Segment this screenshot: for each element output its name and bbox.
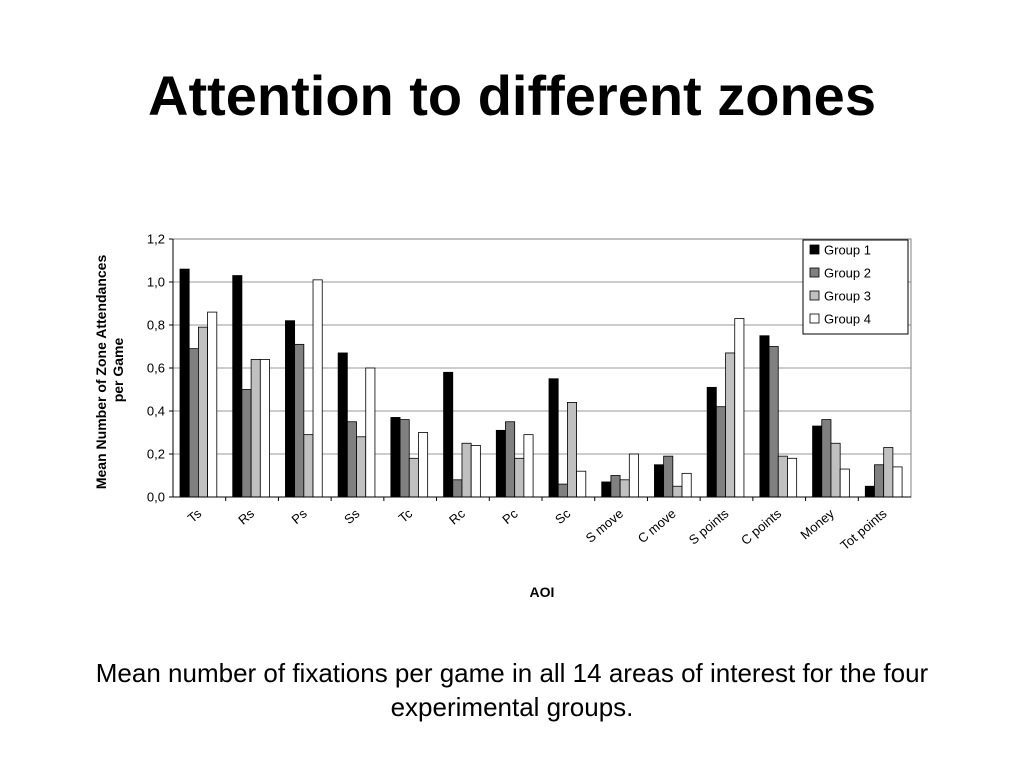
y-tick-label: 0,0 — [147, 490, 165, 505]
legend: Group 1 Group 2 Group 3 Group 4 — [802, 239, 909, 335]
bar-group-4 — [576, 470, 587, 498]
bar-group-3 — [408, 457, 419, 498]
legend-box — [802, 239, 909, 335]
bar-group-3 — [883, 447, 894, 498]
bar-group-3 — [461, 442, 472, 498]
bar-group-1 — [812, 425, 823, 498]
bar-group-4 — [418, 432, 429, 498]
x-tick-label: Tot points — [837, 505, 890, 553]
bar-group-1 — [548, 378, 559, 498]
bar-group-4 — [523, 434, 534, 498]
bar-group-4 — [734, 318, 745, 498]
y-tick-label: 0,2 — [147, 447, 165, 462]
y-tick-label: 0,4 — [147, 404, 165, 419]
x-tick-label: Pc — [499, 505, 521, 527]
bar-group-4 — [681, 472, 692, 498]
bar-group-2 — [505, 421, 516, 498]
bar-group-1 — [759, 335, 770, 498]
bar-group-1 — [337, 352, 348, 498]
bar-group-2 — [874, 464, 885, 498]
bar-group-3 — [777, 455, 788, 498]
x-tick-label: Money — [797, 505, 837, 542]
x-tick-label: C points — [738, 505, 785, 547]
bar-group-3 — [567, 401, 578, 498]
bar-group-4 — [312, 279, 323, 498]
x-tick-label: C move — [635, 506, 679, 546]
bar-group-2 — [399, 419, 410, 498]
legend-swatch — [809, 313, 820, 324]
bar-group-1 — [601, 481, 612, 498]
bar-group-4 — [365, 367, 376, 498]
bar-group-4 — [470, 444, 481, 498]
x-tick-label: Rs — [235, 505, 257, 527]
y-axis-title-line-1: Mean Number of Zone Attendances — [93, 255, 109, 490]
x-axis-title: AOI — [530, 584, 555, 600]
bar-group-4 — [259, 358, 270, 498]
x-tick-label: Ss — [341, 505, 363, 527]
bar-group-3 — [197, 326, 208, 498]
bar-group-1 — [285, 320, 296, 498]
bar-group-3 — [672, 485, 683, 498]
x-tick-label: Tc — [396, 505, 416, 525]
bar-group-2 — [241, 389, 252, 498]
y-axis-title-line-2: per Game — [110, 337, 126, 402]
bar-group-3 — [356, 436, 367, 498]
x-tick-label: Sc — [552, 505, 574, 527]
legend-swatch — [809, 267, 820, 278]
y-tick-label: 0,8 — [147, 318, 165, 333]
bar-group-4 — [839, 468, 850, 498]
legend-swatch — [809, 290, 820, 301]
y-axis-title: Mean Number of Zone Attendances per Game — [93, 251, 126, 489]
gridlines — [173, 238, 911, 455]
bar-group-3 — [725, 352, 736, 498]
bar-group-1 — [179, 268, 190, 498]
bar-group-1 — [495, 429, 506, 498]
axes — [169, 238, 912, 501]
bar-group-2 — [346, 421, 357, 498]
x-tick-label: S move — [583, 506, 626, 546]
bar-group-4 — [628, 453, 639, 498]
x-tick-label: Rc — [446, 505, 468, 527]
bar-group-4 — [892, 466, 903, 498]
bar-group-3 — [830, 442, 841, 498]
bar-group-2 — [188, 348, 199, 498]
legend-label: Group 1 — [824, 243, 871, 258]
bar-group-1 — [706, 386, 717, 498]
bar-group-3 — [514, 457, 525, 498]
bar-group-3 — [250, 358, 261, 498]
bar-group-4 — [207, 311, 218, 498]
x-tick-label: Ps — [288, 505, 310, 527]
bar-group-1 — [390, 417, 401, 498]
y-tick-labels: 0,0 0,2 0,4 0,6 0,8 1,0 1,2 — [147, 232, 165, 505]
bar-group-3 — [619, 479, 630, 498]
bar-group-1 — [654, 464, 665, 498]
bar-group-2 — [821, 419, 832, 498]
x-tick-label: Ts — [185, 505, 205, 525]
bar-group-2 — [557, 483, 568, 498]
bar-group-2 — [610, 475, 621, 498]
bar-group-2 — [294, 343, 305, 498]
bar-group-2 — [715, 406, 726, 498]
legend-swatch — [809, 244, 820, 255]
bar-group-2 — [663, 455, 674, 498]
legend-label: Group 3 — [824, 289, 871, 304]
y-tick-label: 0,6 — [147, 361, 165, 376]
bar-group-1 — [443, 371, 454, 498]
figure-caption: Mean number of fixations per game in all… — [95, 658, 929, 722]
slide-title: Attention to different zones — [148, 64, 876, 127]
y-tick-label: 1,2 — [147, 232, 165, 247]
bar-group-3 — [303, 434, 314, 498]
x-tick-labels: Ts Rs Ps Ss Tc Rc Pc Sc S move C move S points C po… — [185, 505, 890, 553]
bar-group-4 — [787, 457, 798, 498]
bar-group-1 — [232, 275, 243, 498]
bars — [179, 268, 903, 498]
bar-group-2 — [768, 346, 779, 498]
y-tick-label: 1,0 — [147, 275, 165, 290]
legend-label: Group 2 — [824, 266, 871, 281]
legend-label: Group 4 — [824, 312, 871, 327]
bar-group-2 — [452, 479, 463, 498]
bar-group-1 — [864, 485, 875, 498]
x-tick-label: S points — [686, 505, 732, 547]
